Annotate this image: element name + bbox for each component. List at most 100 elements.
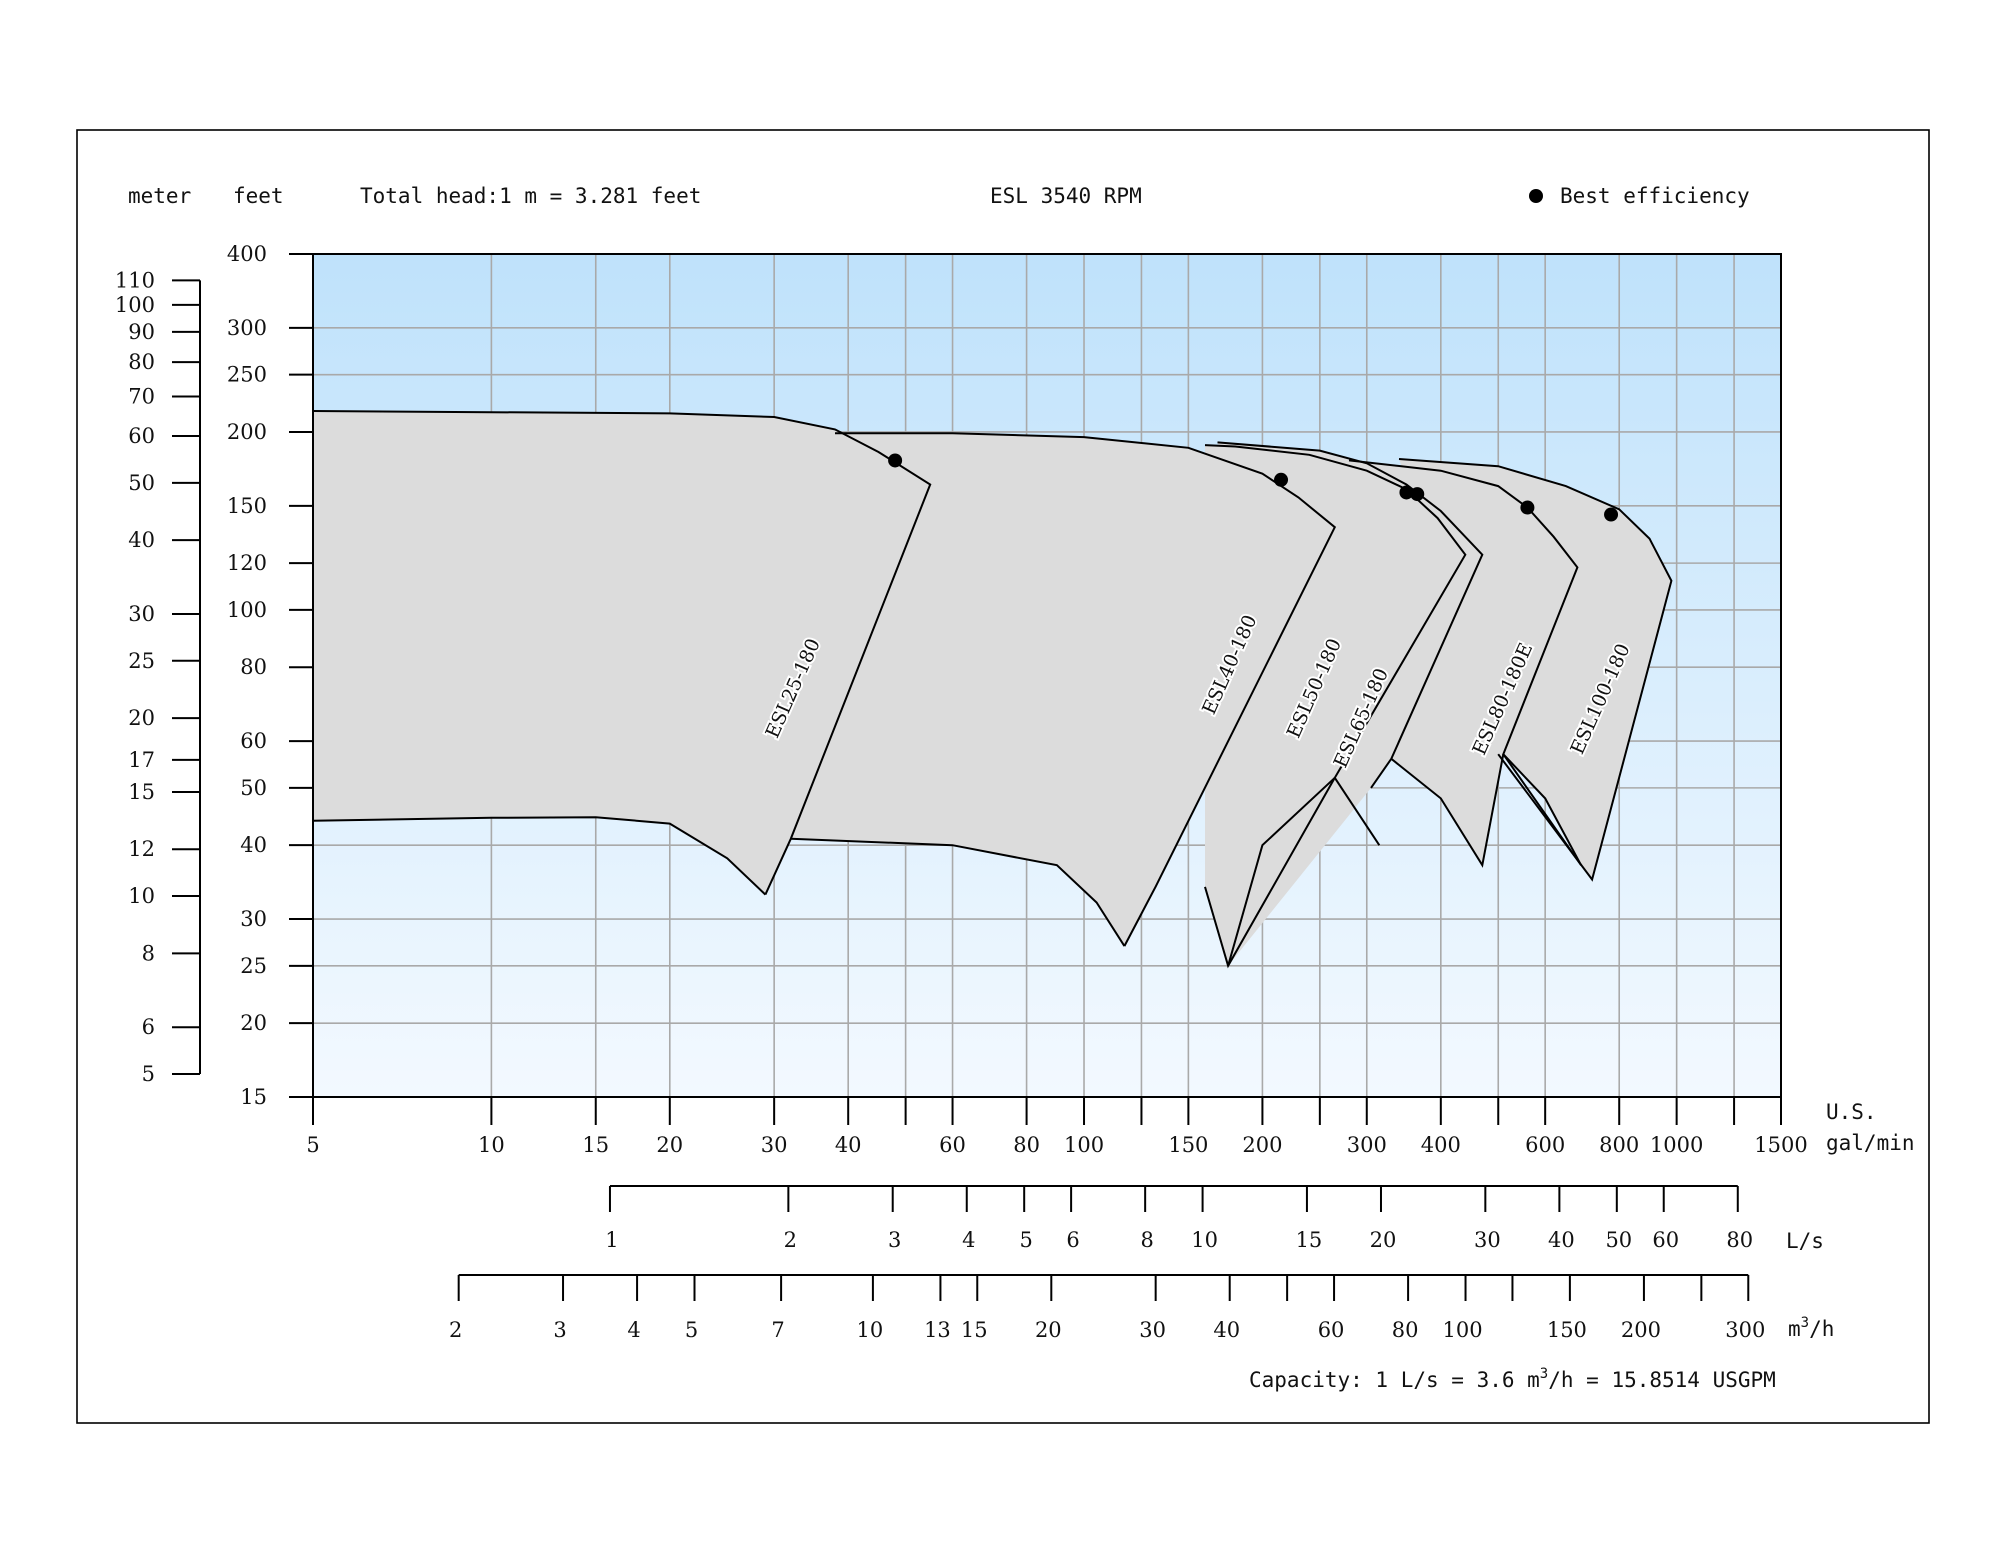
curve-outline <box>313 410 932 896</box>
curve-base <box>790 837 1126 947</box>
meter-tick-label: 12 <box>128 837 155 861</box>
feet-tick-label: 80 <box>240 655 267 679</box>
meter-tick-label: 10 <box>128 884 155 908</box>
meter-tick-label: 60 <box>128 424 155 448</box>
feet-axis-title: feet <box>233 184 284 208</box>
curve-outline <box>1217 441 1484 789</box>
m3h-axis: 2 3 4 5 7 10 13 15 20 30 40 60 80 100 150 200 300 <box>449 1274 1765 1342</box>
m3h-tick-label: 3 <box>553 1318 566 1342</box>
curve-fill <box>1399 459 1672 880</box>
gpm-tick-label: 400 <box>1421 1133 1461 1157</box>
feet-tick-label: 150 <box>227 494 267 518</box>
meter-tick-label: 17 <box>128 748 155 772</box>
ls-tick-label: 5 <box>1020 1228 1033 1252</box>
m3h-tick-label: 80 <box>1392 1318 1419 1342</box>
m3h-tick-label: 300 <box>1725 1318 1765 1342</box>
meter-tick-label: 40 <box>128 528 155 552</box>
chart-title: ESL 3540 RPM <box>990 184 1142 208</box>
gpm-tick-label: 20 <box>656 1133 683 1157</box>
meter-tick-label: 90 <box>128 320 155 344</box>
outer-frame <box>76 129 1930 1424</box>
bep-marker <box>1274 472 1289 487</box>
gpm-tick-label: 15 <box>582 1133 609 1157</box>
bep-marker <box>1604 507 1619 522</box>
gpm-tick-label: 10 <box>478 1133 505 1157</box>
meter-axis-title: meter <box>128 184 191 208</box>
m3h-unit: m3/h <box>1788 1315 1834 1341</box>
gpm-axis: 5 10 15 20 30 40 60 80 100 150 200 300 400 600 800 1000… <box>306 1097 1808 1157</box>
bep-marker <box>1520 500 1535 515</box>
feet-tick-label: 300 <box>227 316 267 340</box>
curve-outline <box>1398 458 1673 882</box>
capacity-note: Capacity: 1 L/s = 3.6 m3/h = 15.8514 USG… <box>1249 1366 1776 1392</box>
meter-tick-label: 80 <box>128 350 155 374</box>
meter-tick-label: 100 <box>115 293 155 317</box>
feet-tick-label: 60 <box>240 729 267 753</box>
m3h-tick-label: 60 <box>1318 1318 1345 1342</box>
meter-tick-label: 25 <box>128 649 155 673</box>
curve-outline <box>835 432 1337 947</box>
m3h-tick-label: 40 <box>1213 1318 1240 1342</box>
meter-tick-label: 8 <box>142 941 155 965</box>
ls-tick-label: 30 <box>1474 1228 1501 1252</box>
m3h-tick-label: 15 <box>961 1318 988 1342</box>
gpm-tick-label: 40 <box>835 1133 862 1157</box>
meter-tick-label: 20 <box>128 706 155 730</box>
feet-tick-label: 30 <box>240 907 267 931</box>
gpm-tick-label: 80 <box>1013 1133 1040 1157</box>
bep-marker <box>888 453 903 468</box>
curve-base <box>1502 753 1582 866</box>
m3h-tick-label: 5 <box>685 1318 698 1342</box>
gpm-tick-label: 1500 <box>1754 1133 1807 1157</box>
feet-tick-label: 50 <box>240 776 267 800</box>
best-efficiency-points <box>888 453 1619 522</box>
ls-tick-label: 60 <box>1652 1228 1679 1252</box>
gpm-tick-label: 100 <box>1064 1133 1104 1157</box>
m3h-tick-label: 4 <box>627 1318 640 1342</box>
m3h-tick-label: 200 <box>1621 1318 1661 1342</box>
m3h-tick-label: 100 <box>1442 1318 1482 1342</box>
ls-tick-label: 4 <box>962 1228 975 1252</box>
ls-tick-label: 8 <box>1140 1228 1153 1252</box>
conversion-note: Total head:1 m = 3.281 feet <box>360 184 701 208</box>
feet-tick-label: 200 <box>227 420 267 444</box>
gpm-tick-label: 200 <box>1242 1133 1282 1157</box>
curve-base <box>313 816 767 896</box>
ls-unit: L/s <box>1786 1229 1824 1253</box>
gpm-unit-line1: U.S. <box>1826 1100 1877 1124</box>
feet-tick-label: 20 <box>240 1011 267 1035</box>
meter-tick-label: 70 <box>128 384 155 408</box>
bep-marker <box>1399 485 1414 500</box>
ls-tick-label: 3 <box>888 1228 901 1252</box>
gpm-tick-label: 800 <box>1599 1133 1639 1157</box>
feet-tick-label: 100 <box>227 598 267 622</box>
feet-tick-label: 250 <box>227 363 267 387</box>
meter-tick-label: 5 <box>142 1062 155 1086</box>
ls-tick-label: 10 <box>1191 1228 1218 1252</box>
bep-marker <box>1410 487 1425 502</box>
pump-curves <box>313 410 1673 969</box>
gpm-tick-label: 30 <box>761 1133 788 1157</box>
feet-tick-label: 40 <box>240 833 267 857</box>
ls-tick-label: 40 <box>1548 1228 1575 1252</box>
gpm-tick-label: 60 <box>939 1133 966 1157</box>
gpm-tick-label: 5 <box>306 1133 319 1157</box>
gpm-tick-label: 150 <box>1168 1133 1208 1157</box>
m3h-tick-label: 150 <box>1547 1318 1587 1342</box>
curve-outline <box>1348 459 1582 866</box>
ls-tick-label: 1 <box>605 1228 618 1252</box>
curve-base <box>1390 754 1505 868</box>
feet-tick-label: 120 <box>227 551 267 575</box>
curve-fill <box>313 411 931 895</box>
meter-tick-label: 6 <box>142 1015 155 1039</box>
m3h-tick-label: 30 <box>1139 1318 1166 1342</box>
meter-tick-label: 30 <box>128 602 155 626</box>
m3h-unit-sup: 3 <box>1801 1315 1809 1331</box>
capacity-note-sup: 3 <box>1540 1366 1548 1382</box>
plot-border <box>312 253 1782 1098</box>
gpm-tick-label: 600 <box>1525 1133 1565 1157</box>
gpm-tick-label: 300 <box>1347 1133 1387 1157</box>
ls-axis: 1 2 3 4 5 6 8 10 15 20 30 40 50 60 80 <box>605 1185 1753 1252</box>
